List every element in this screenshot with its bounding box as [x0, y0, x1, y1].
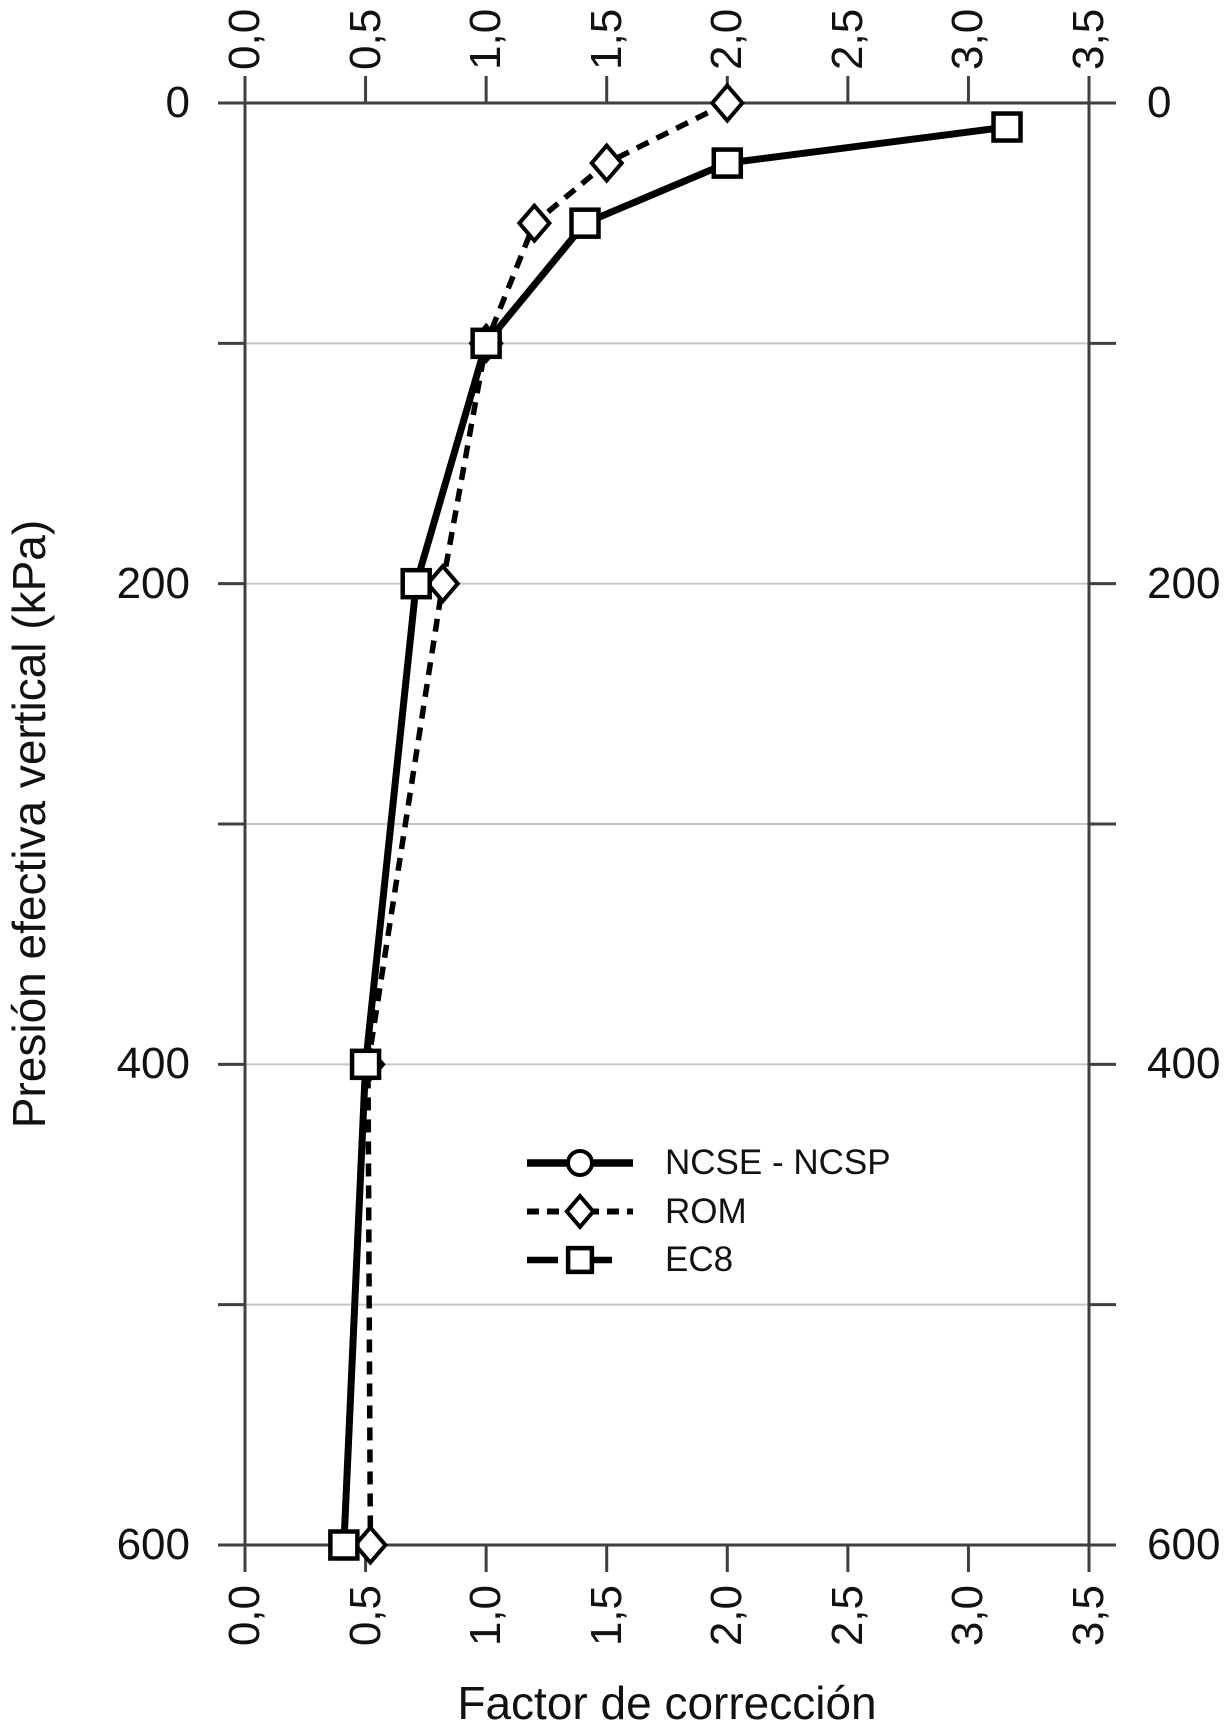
legend-sample-circle-icon — [566, 1149, 594, 1177]
legend-label-ec8: EC8 — [665, 1240, 734, 1279]
marker-square-ec8-2 — [569, 207, 601, 239]
x-tick-label-top-3,5: 3,5 — [1064, 8, 1113, 70]
x-tick-label-bottom-3,0: 3,0 — [943, 1585, 993, 1647]
marker-square-ec8-0 — [991, 111, 1023, 143]
x-tick-label-bottom-3,5: 3,5 — [1064, 1585, 1113, 1647]
marker-diamond-rom-4 — [425, 563, 461, 605]
marker-square-ec8-3 — [470, 327, 502, 360]
series-line-ncse-ncsp — [340, 123, 1008, 1546]
marker-square-ec8-5 — [349, 1048, 382, 1081]
series-line-ec8 — [340, 124, 1008, 1546]
y-tick-label-left-200: 200 — [116, 558, 190, 608]
x-tick-label-top-3,0: 3,0 — [943, 8, 993, 70]
y-tick-label-left-600: 600 — [116, 1520, 190, 1569]
x-tick-label-bottom-2,0: 2,0 — [702, 1585, 752, 1647]
marker-diamond-rom-2 — [516, 202, 553, 244]
x-tick-label-bottom-0,5: 0,5 — [340, 1585, 390, 1647]
y-tick-label-right-600: 600 — [1147, 1520, 1221, 1569]
x-tick-label-bottom-1,0: 1,0 — [461, 1585, 511, 1647]
legend-sample-square-icon — [565, 1245, 595, 1275]
marker-square-ec8-4 — [400, 567, 432, 600]
y-tick-label-right-400: 400 — [1147, 1039, 1221, 1089]
x-tick-label-top-2,5: 2,5 — [822, 8, 872, 70]
y-tick-label-left-400: 400 — [116, 1039, 190, 1089]
x-tick-label-bottom-2,5: 2,5 — [822, 1585, 872, 1647]
marker-square-ec8-6 — [328, 1529, 360, 1561]
marker-square-ec8-1 — [711, 147, 744, 179]
x-axis-title: Factor de corrección — [457, 1677, 877, 1722]
legend-sample-diamond-icon — [564, 1193, 596, 1230]
marker-diamond-rom-6 — [352, 1524, 389, 1566]
x-tick-label-top-2,0: 2,0 — [702, 8, 752, 70]
y-axis-title: Presión efectiva vertical (kPa) — [3, 519, 55, 1129]
x-tick-label-bottom-0,0: 0,0 — [220, 1585, 269, 1647]
legend-label-ncse-ncsp: NCSE - NCSP — [665, 1143, 891, 1182]
y-tick-label-right-200: 200 — [1147, 558, 1221, 608]
x-tick-label-bottom-1,5: 1,5 — [581, 1585, 631, 1647]
marker-diamond-rom-0 — [709, 82, 745, 124]
y-tick-label-left-0: 0 — [165, 78, 190, 127]
x-tick-label-top-1,0: 1,0 — [461, 8, 511, 70]
x-tick-label-top-1,5: 1,5 — [581, 8, 631, 70]
marker-diamond-rom-1 — [589, 142, 625, 184]
legend-label-rom: ROM — [665, 1192, 747, 1231]
y-tick-label-right-0: 0 — [1147, 78, 1172, 127]
x-tick-label-top-0,5: 0,5 — [340, 8, 390, 70]
x-tick-label-top-0,0: 0,0 — [220, 8, 269, 70]
